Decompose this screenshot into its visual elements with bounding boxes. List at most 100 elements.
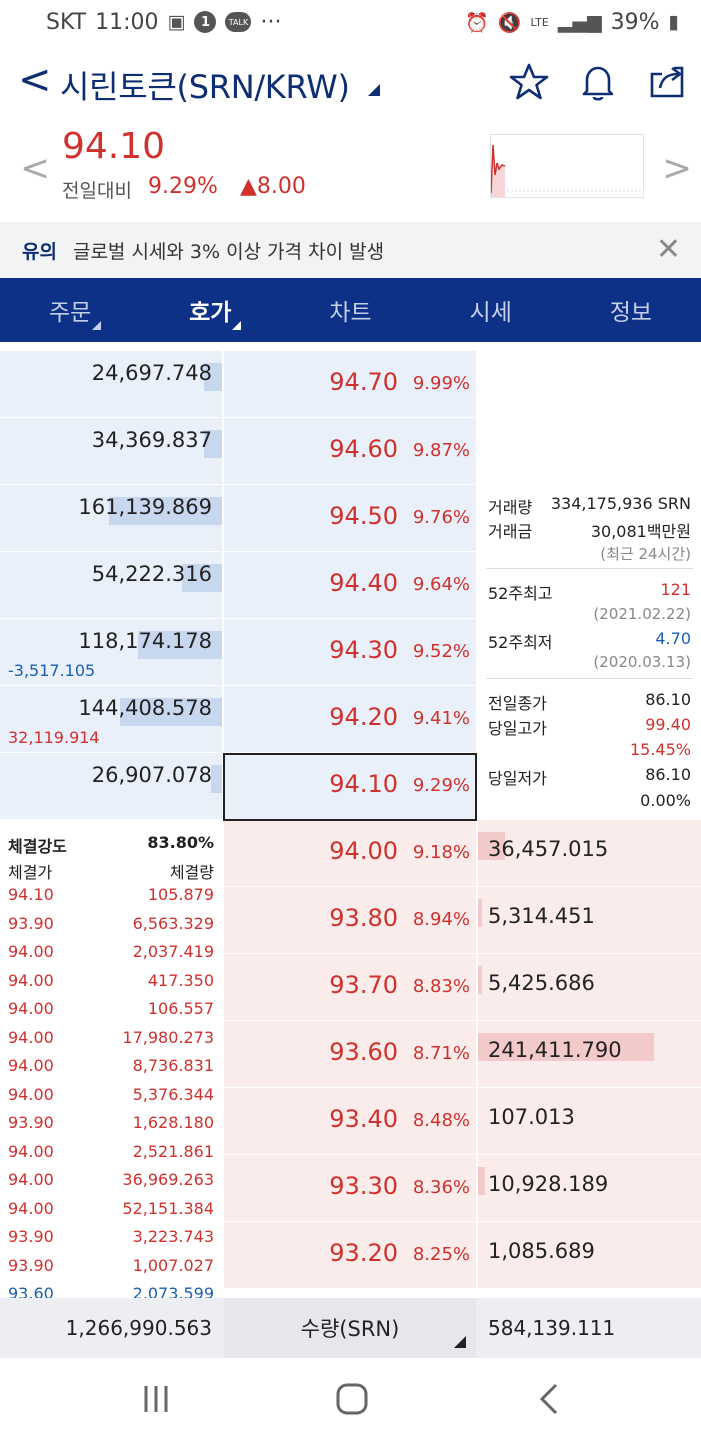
trade-row: 94.00 17,980.273 — [0, 1028, 222, 1056]
bid-qty-cell[interactable]: 36,457.015 — [478, 820, 701, 886]
bid-price-cell[interactable]: 93.60 8.71% — [224, 1021, 476, 1087]
ask-qty-cell[interactable]: 144,408.578 32,119.914 — [0, 686, 222, 752]
bid-qty-cell[interactable]: 10,928.189 — [478, 1155, 701, 1221]
next-coin-icon[interactable]: > — [662, 148, 693, 189]
bid-price-cell[interactable]: 93.30 8.36% — [224, 1155, 476, 1221]
bid-price-cell[interactable]: 93.70 8.83% — [224, 954, 476, 1020]
ask-qty-change: 32,119.914 — [8, 728, 100, 747]
title-dropdown-icon[interactable] — [368, 84, 380, 96]
trade-price: 94.00 — [8, 1027, 54, 1047]
bid-row[interactable]: 94.00 9.18% 36,457.015 — [0, 820, 701, 886]
ask-price-cell[interactable]: 94.10 9.29% — [224, 753, 476, 819]
bid-qty-cell[interactable]: 241,411.790 — [478, 1021, 701, 1087]
ask-percent: 9.41% — [412, 708, 470, 729]
bid-row[interactable]: 93.30 8.36% 10,928.189 — [0, 1155, 701, 1221]
trade-price: 94.00 — [8, 999, 54, 1018]
strength-label: 체결강도 — [8, 837, 67, 856]
trade-row: 93.90 1,007.027 — [0, 1256, 222, 1284]
stats-divider — [486, 678, 693, 679]
ask-qty-cell[interactable]: 34,369.837 — [0, 418, 222, 484]
ask-qty-cell[interactable]: 161,139.869 — [0, 485, 222, 551]
high52-date: (2021.02.22) — [593, 605, 691, 623]
bid-row[interactable]: 93.20 8.25% 1,085.689 — [0, 1222, 701, 1288]
ask-price: 94.20 — [329, 703, 398, 731]
mini-price-chart[interactable] — [490, 134, 644, 198]
bid-qty-cell[interactable]: 1,085.689 — [478, 1222, 701, 1288]
ask-price-cell[interactable]: 94.30 9.52% — [224, 619, 476, 685]
tab-order[interactable]: 주문 — [0, 278, 140, 342]
trade-price: 94.00 — [8, 1170, 54, 1189]
trade-price: 94.10 — [8, 885, 54, 904]
ask-qty-cell[interactable]: 26,907.078 — [0, 753, 222, 819]
day-high-label: 당일고가 — [488, 719, 547, 738]
ask-qty-cell[interactable]: 54,222.316 — [0, 552, 222, 618]
ask-price-cell[interactable]: 94.70 9.99% — [224, 351, 476, 417]
bid-row[interactable]: 93.60 8.71% 241,411.790 — [0, 1021, 701, 1087]
page-title[interactable]: 시린토큰(SRN/KRW) — [60, 68, 350, 106]
tab-chart[interactable]: 차트 — [280, 278, 420, 342]
star-icon — [509, 63, 549, 100]
bid-price-cell[interactable]: 93.80 8.94% — [224, 887, 476, 953]
trade-qty: 6,563.329 — [132, 913, 214, 933]
bid-qty: 10,928.189 — [488, 1172, 609, 1196]
close-icon[interactable]: ✕ — [655, 232, 681, 267]
recent-apps-button[interactable] — [136, 1382, 176, 1416]
ask-price-cell[interactable]: 94.40 9.64% — [224, 552, 476, 618]
unit-selector[interactable]: 수량(SRN) — [224, 1298, 476, 1358]
bid-qty-cell[interactable]: 5,314.451 — [478, 887, 701, 953]
bid-qty-cell[interactable]: 107.013 — [478, 1088, 701, 1154]
share-button[interactable] — [644, 60, 688, 104]
favorite-button[interactable] — [507, 60, 551, 104]
bid-qty: 107.013 — [488, 1105, 575, 1129]
tab-info[interactable]: 정보 — [561, 278, 701, 342]
bid-price: 93.30 — [329, 1172, 398, 1200]
ask-row[interactable]: 54,222.316 94.40 9.64% — [0, 552, 701, 618]
tab-label: 시세 — [469, 300, 512, 326]
home-button[interactable] — [332, 1382, 372, 1416]
ask-row[interactable]: 161,139.869 94.50 9.76% — [0, 485, 701, 551]
bid-qty-cell[interactable]: 5,425.686 — [478, 954, 701, 1020]
bid-price-cell[interactable]: 93.40 8.48% — [224, 1088, 476, 1154]
ask-depth-bar — [120, 698, 222, 726]
back-icon[interactable]: < — [18, 57, 52, 103]
amount-value: 30,081백만원 — [590, 522, 691, 541]
home-icon — [336, 1383, 368, 1415]
trade-price: 93.90 — [8, 913, 54, 933]
bid-price-cell[interactable]: 94.00 9.18% — [224, 820, 476, 886]
bid-depth-bar — [478, 899, 482, 927]
current-price: 94.10 — [62, 126, 166, 167]
ask-row[interactable]: 26,907.078 94.10 9.29% — [0, 753, 701, 819]
bid-row[interactable]: 93.40 8.48% 107.013 — [0, 1088, 701, 1154]
tab-caret-icon — [232, 321, 242, 330]
trade-qty: 5,376.344 — [132, 1084, 214, 1104]
alert-button[interactable] — [576, 60, 620, 104]
trade-qty: 8,736.831 — [132, 1056, 214, 1075]
ask-row[interactable]: 34,369.837 94.60 9.87% — [0, 418, 701, 484]
back-button[interactable] — [530, 1382, 570, 1416]
bid-qty: 1,085.689 — [488, 1239, 595, 1263]
trade-price: 94.00 — [8, 1084, 54, 1104]
trade-qty: 2,037.419 — [132, 942, 214, 961]
prev-coin-icon[interactable]: < — [20, 148, 51, 189]
ask-row[interactable]: 118,174.178 -3,517.105 94.30 9.52% — [0, 619, 701, 685]
ask-price-cell[interactable]: 94.50 9.76% — [224, 485, 476, 551]
ask-row[interactable]: 144,408.578 32,119.914 94.20 9.41% — [0, 686, 701, 752]
ask-price-cell[interactable]: 94.60 9.87% — [224, 418, 476, 484]
day-high-percent: 15.45% — [629, 740, 691, 759]
bid-row[interactable]: 93.80 8.94% 5,314.451 — [0, 887, 701, 953]
bid-qty: 5,314.451 — [488, 904, 595, 928]
current-price-highlight — [223, 753, 477, 821]
tab-market-price[interactable]: 시세 — [421, 278, 561, 342]
ask-qty-cell[interactable]: 24,697.748 — [0, 351, 222, 417]
status-right: ⏰ 🔇 LTE ▂▄▆ 39% ▮ — [465, 10, 679, 35]
bid-row[interactable]: 93.70 8.83% 5,425.686 — [0, 954, 701, 1020]
ask-qty-cell[interactable]: 118,174.178 -3,517.105 — [0, 619, 222, 685]
ask-price-cell[interactable]: 94.20 9.41% — [224, 686, 476, 752]
recent-trades-panel[interactable]: 체결강도 83.80% 체결가 체결량 94.10 105.879 93.90 6,5… — [0, 821, 222, 1298]
ask-qty: 54,222.316 — [91, 562, 212, 586]
mute-icon: 🔇 — [497, 11, 522, 34]
bid-price-cell[interactable]: 93.20 8.25% — [224, 1222, 476, 1288]
tab-orderbook[interactable]: 호가 — [140, 278, 280, 342]
low52-date: (2020.03.13) — [593, 653, 691, 671]
ask-row[interactable]: 24,697.748 94.70 9.99% — [0, 351, 701, 417]
